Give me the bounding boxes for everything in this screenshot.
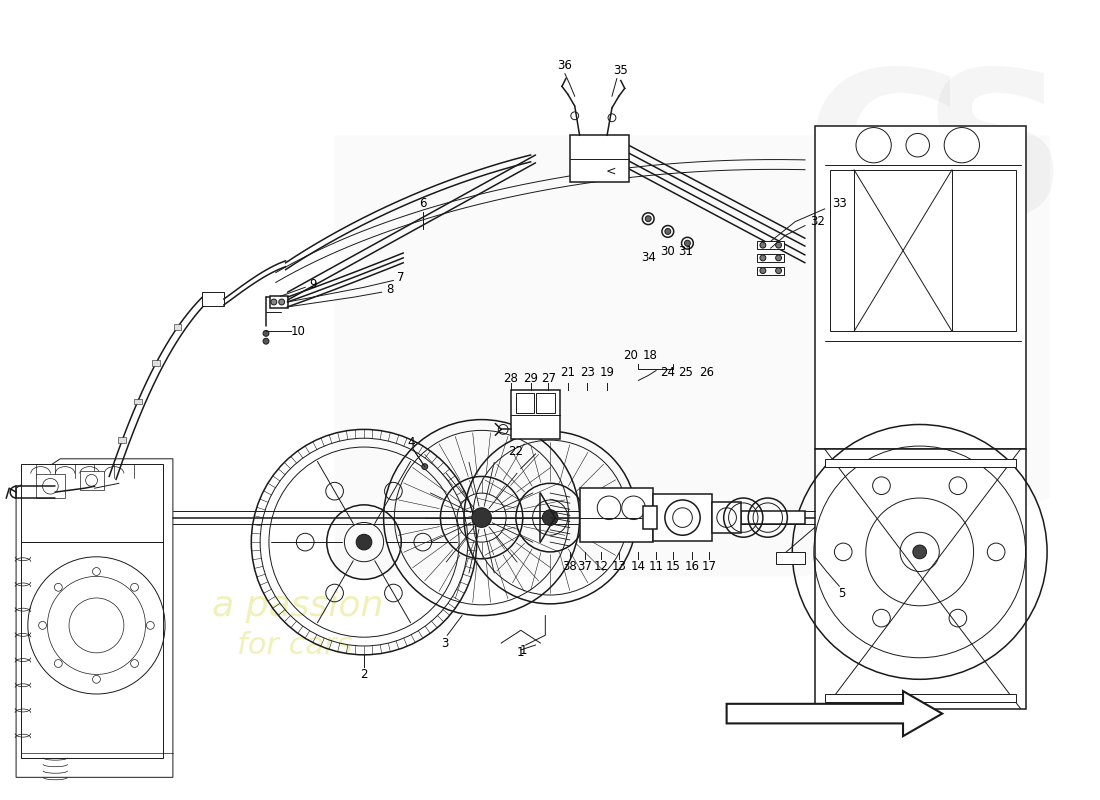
Circle shape bbox=[760, 255, 766, 261]
Polygon shape bbox=[16, 459, 173, 778]
Text: 12: 12 bbox=[594, 560, 608, 573]
Text: a passion: a passion bbox=[212, 589, 384, 623]
Bar bbox=[118, 438, 127, 443]
Bar bbox=[270, 296, 287, 308]
Text: 1: 1 bbox=[520, 644, 528, 658]
Text: 25: 25 bbox=[678, 366, 693, 379]
Bar bbox=[825, 459, 1015, 466]
Text: 38: 38 bbox=[562, 560, 578, 573]
Text: 29: 29 bbox=[524, 372, 538, 385]
Text: 30: 30 bbox=[660, 245, 675, 258]
Text: for cars: for cars bbox=[236, 630, 352, 659]
Text: 10: 10 bbox=[290, 325, 306, 338]
Bar bbox=[644, 506, 657, 530]
Circle shape bbox=[542, 510, 558, 526]
Text: 35: 35 bbox=[614, 64, 628, 78]
Text: 11: 11 bbox=[649, 560, 663, 573]
Bar bbox=[512, 390, 560, 439]
Bar bbox=[815, 449, 1025, 709]
Text: 26: 26 bbox=[700, 366, 715, 379]
Bar bbox=[829, 170, 1015, 331]
Bar bbox=[202, 292, 224, 306]
Text: 34: 34 bbox=[641, 251, 656, 264]
Text: 5: 5 bbox=[838, 586, 846, 599]
Bar bbox=[776, 552, 805, 564]
Text: 33: 33 bbox=[832, 198, 847, 210]
Circle shape bbox=[776, 268, 781, 274]
Bar bbox=[570, 135, 628, 182]
Circle shape bbox=[278, 299, 285, 305]
Text: 22: 22 bbox=[508, 446, 524, 458]
Bar bbox=[825, 694, 1015, 702]
Circle shape bbox=[684, 240, 691, 246]
Bar bbox=[757, 254, 784, 262]
Text: <: < bbox=[606, 164, 616, 177]
Text: S: S bbox=[923, 62, 1068, 257]
Text: 37: 37 bbox=[578, 560, 592, 573]
Text: 36: 36 bbox=[558, 59, 572, 72]
Text: 15: 15 bbox=[666, 560, 680, 573]
Text: 32: 32 bbox=[811, 215, 825, 228]
Text: 2: 2 bbox=[361, 668, 367, 681]
Bar bbox=[152, 360, 160, 366]
Text: 28: 28 bbox=[504, 372, 518, 385]
Bar bbox=[516, 393, 534, 413]
Circle shape bbox=[646, 216, 651, 222]
Bar bbox=[653, 494, 712, 541]
Bar bbox=[80, 470, 104, 490]
Circle shape bbox=[263, 330, 268, 336]
Text: 17: 17 bbox=[702, 560, 716, 573]
Text: 4: 4 bbox=[407, 436, 415, 449]
Text: 19: 19 bbox=[600, 366, 615, 379]
Text: 3: 3 bbox=[441, 637, 448, 650]
Circle shape bbox=[776, 255, 781, 261]
Circle shape bbox=[760, 268, 766, 274]
Bar bbox=[134, 398, 142, 404]
Bar bbox=[580, 488, 653, 542]
Circle shape bbox=[356, 534, 372, 550]
Circle shape bbox=[664, 229, 671, 234]
Bar bbox=[536, 393, 556, 413]
Circle shape bbox=[263, 338, 268, 344]
Bar bbox=[174, 324, 182, 330]
Text: 21: 21 bbox=[560, 366, 575, 379]
Text: 13: 13 bbox=[612, 560, 626, 573]
Bar bbox=[21, 542, 163, 758]
Text: 8: 8 bbox=[386, 282, 393, 296]
Bar bbox=[712, 502, 741, 534]
Circle shape bbox=[271, 299, 277, 305]
Text: 20: 20 bbox=[623, 350, 638, 362]
Circle shape bbox=[776, 242, 781, 248]
Circle shape bbox=[760, 242, 766, 248]
Text: 16: 16 bbox=[685, 560, 700, 573]
Text: 7: 7 bbox=[397, 271, 405, 284]
Text: 23: 23 bbox=[580, 366, 595, 379]
Circle shape bbox=[472, 508, 492, 527]
Bar bbox=[35, 474, 65, 498]
Text: 6: 6 bbox=[419, 198, 427, 210]
Bar bbox=[741, 510, 805, 525]
Text: G: G bbox=[805, 62, 970, 257]
Text: 14: 14 bbox=[631, 560, 646, 573]
Text: 31: 31 bbox=[678, 245, 693, 258]
Circle shape bbox=[913, 545, 926, 558]
Circle shape bbox=[421, 464, 428, 470]
Polygon shape bbox=[727, 691, 943, 736]
Bar bbox=[21, 464, 163, 542]
Bar bbox=[815, 126, 1025, 449]
Bar bbox=[757, 266, 784, 274]
Text: 24: 24 bbox=[660, 366, 675, 379]
Bar bbox=[757, 242, 784, 249]
Text: 18: 18 bbox=[642, 350, 658, 362]
Text: 1: 1 bbox=[517, 646, 525, 659]
Text: 27: 27 bbox=[541, 372, 556, 385]
Text: 9: 9 bbox=[309, 278, 317, 291]
Polygon shape bbox=[334, 135, 1050, 577]
